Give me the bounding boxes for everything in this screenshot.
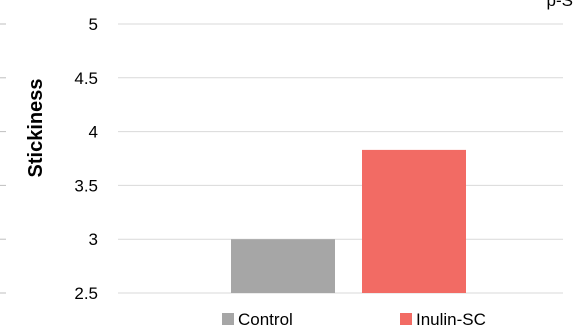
y-tick-label: 3	[89, 230, 98, 249]
legend: Control Inulin-SC	[222, 310, 486, 329]
y-tick-label: 5	[89, 15, 98, 34]
y-axis-ticks: 2.5 3 3.5 4 4.5 5	[74, 15, 98, 303]
y-axis-label: Stickiness	[25, 79, 47, 178]
legend-label: Control	[238, 310, 293, 329]
y-tick-label: 4.5	[74, 69, 98, 88]
legend-swatch	[400, 313, 412, 325]
y-tick-label: 3.5	[74, 176, 98, 195]
legend-swatch	[222, 313, 234, 325]
y-tick-label: 4	[89, 123, 98, 142]
bar-control	[231, 239, 335, 293]
legend-label: Inulin-SC	[416, 310, 486, 329]
gridlines	[0, 23, 563, 294]
y-tick-label: 2.5	[74, 284, 98, 303]
bar-inulin-sc	[362, 149, 466, 293]
bars	[231, 149, 466, 293]
corner-text: p-S	[547, 0, 573, 10]
